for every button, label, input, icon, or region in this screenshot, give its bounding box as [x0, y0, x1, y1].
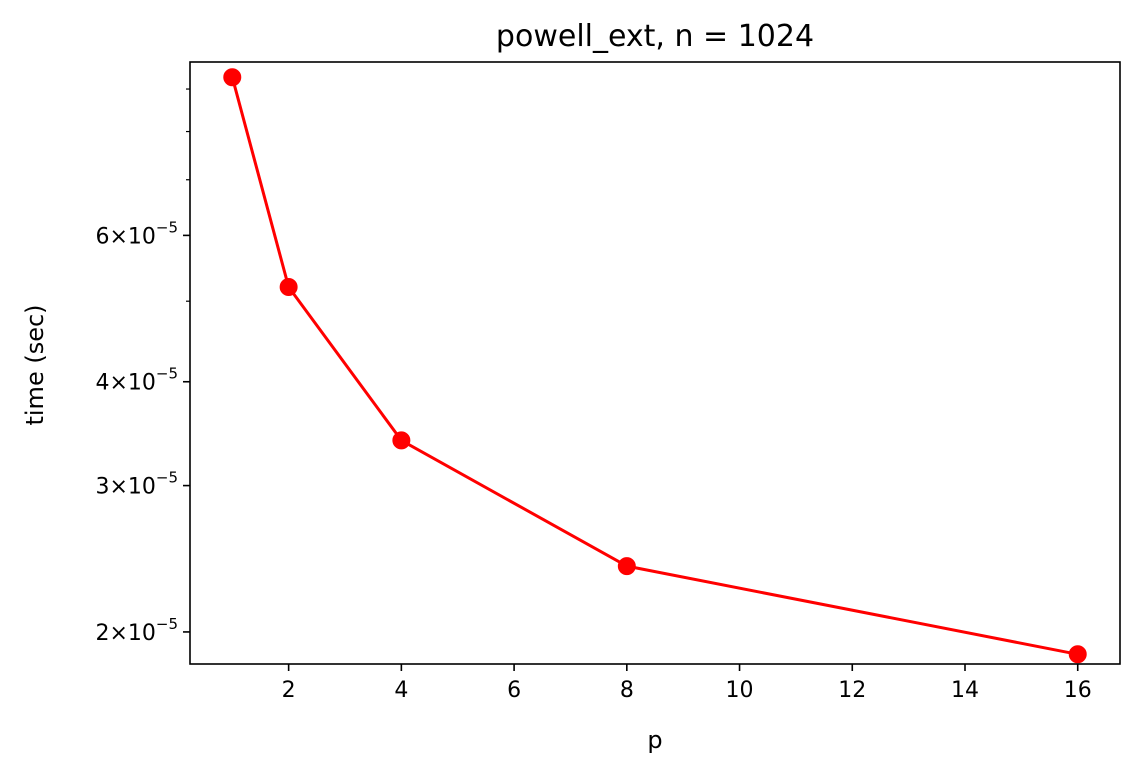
y-tick-times: ×10: [109, 224, 155, 249]
y-tick-label: 6×10−5: [95, 218, 178, 249]
data-point: [1068, 645, 1087, 664]
y-tick-mantissa: 4: [95, 371, 109, 396]
y-axis: 2×10−53×10−54×10−56×10−5: [95, 88, 190, 646]
x-axis: 2 4 6 8 10 12 14 16: [282, 664, 1092, 703]
y-tick-label: 2×10−5: [95, 615, 178, 646]
y-tick-mantissa: 2: [95, 621, 109, 646]
x-tick-label: 12: [838, 678, 866, 703]
series-layer: [223, 68, 1087, 664]
x-tick-label: 6: [507, 678, 521, 703]
data-point: [223, 68, 242, 87]
x-tick-label: 2: [282, 678, 296, 703]
plot-area: [189, 61, 1121, 665]
plot-frame: [189, 61, 1121, 665]
data-point: [392, 431, 411, 450]
y-tick-mantissa: 6: [95, 224, 109, 249]
x-tick-label: 14: [951, 678, 979, 703]
y-tick-label: 4×10−5: [95, 365, 178, 396]
data-point: [279, 278, 298, 297]
x-axis-label: p: [647, 726, 662, 754]
y-tick-exponent: −5: [156, 615, 178, 633]
data-point: [617, 557, 636, 576]
y-tick-times: ×10: [109, 621, 155, 646]
x-tick-label: 10: [726, 678, 754, 703]
x-tick-label: 4: [394, 678, 408, 703]
y-tick-exponent: −5: [156, 365, 178, 383]
chart-title: powell_ext, n = 1024: [496, 19, 814, 54]
y-tick-label: 3×10−5: [95, 469, 178, 500]
y-tick-exponent: −5: [156, 469, 178, 487]
y-tick-times: ×10: [109, 371, 155, 396]
x-tick-label: 8: [620, 678, 634, 703]
y-tick-exponent: −5: [156, 218, 178, 236]
y-tick-mantissa: 3: [95, 475, 109, 500]
y-axis-label: time (sec): [21, 304, 49, 425]
x-tick-label: 16: [1064, 678, 1092, 703]
y-tick-times: ×10: [109, 475, 155, 500]
